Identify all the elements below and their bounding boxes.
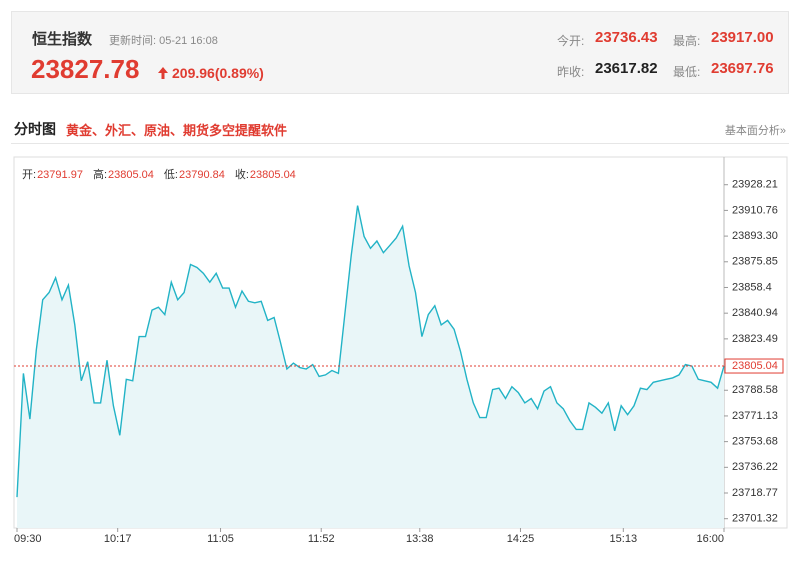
y-tick-label: 23823.49	[732, 333, 778, 345]
y-tick-label: 23771.13	[732, 410, 778, 422]
x-tick-label: 11:52	[308, 533, 335, 545]
x-tick-label: 11:05	[207, 533, 234, 545]
x-tick-label: 15:13	[610, 533, 638, 545]
section-title: 分时图	[14, 121, 56, 137]
promo-link[interactable]: 黄金、外汇、原油、期货多空提醒软件	[66, 123, 288, 138]
area	[17, 205, 724, 528]
info-label: 高:	[93, 167, 107, 181]
y-tick-label: 23910.76	[732, 204, 778, 216]
index-title: 恒生指数	[32, 31, 93, 48]
y-tick-label: 23701.32	[732, 513, 778, 525]
y-tick-label: 23875.85	[732, 256, 778, 268]
y-tick-label: 23753.68	[732, 436, 778, 448]
open-value: 23736.43	[595, 29, 658, 46]
up-arrow	[158, 67, 168, 79]
low-value: 23697.76	[711, 60, 774, 77]
x-tick-label: 13:38	[406, 533, 434, 545]
open-label: 今开:	[557, 34, 585, 48]
x-tick-label: 10:17	[104, 533, 132, 545]
quote-header: 恒生指数 更新时间: 05-21 16:08 23827.78 209.96(0…	[11, 11, 789, 94]
last-price-box	[724, 358, 784, 374]
info-value: 23805.04	[250, 169, 296, 181]
y-tick-label: 23858.4	[732, 281, 772, 293]
info-value: 23790.84	[179, 169, 225, 181]
y-tick-label: 23893.30	[732, 230, 778, 242]
separator	[11, 143, 789, 144]
y-tick-label: 23736.22	[732, 461, 778, 473]
price: 23827.78	[31, 54, 140, 84]
price-change: 209.96(0.89%)	[172, 65, 264, 81]
y-tick-label: 23840.94	[732, 307, 778, 319]
info-value: 23805.04	[108, 169, 154, 181]
info-label: 收:	[235, 167, 249, 181]
info-label: 低:	[164, 168, 178, 181]
high-label: 最高:	[673, 34, 701, 48]
info-value: 23791.97	[37, 169, 83, 181]
prev-close-value: 23617.82	[595, 60, 658, 77]
y-tick-label: 23928.21	[732, 179, 778, 191]
last-price-label: 23805.04	[732, 360, 778, 372]
analysis-link[interactable]: 基本面分析»	[724, 125, 786, 137]
x-tick-label: 16:00	[696, 533, 724, 545]
x-tick-label: 14:25	[507, 533, 535, 545]
high-value: 23917.00	[711, 29, 774, 46]
y-tick-label: 23788.58	[732, 384, 778, 396]
info-label: 开:	[22, 169, 36, 181]
update-time: 更新时间: 05-21 16:08	[109, 35, 218, 47]
prev-close-label: 昨收:	[557, 65, 585, 79]
y-tick-label: 23718.77	[732, 487, 778, 499]
low-label: 最低:	[673, 65, 701, 79]
x-tick-label: 09:30	[14, 533, 42, 545]
